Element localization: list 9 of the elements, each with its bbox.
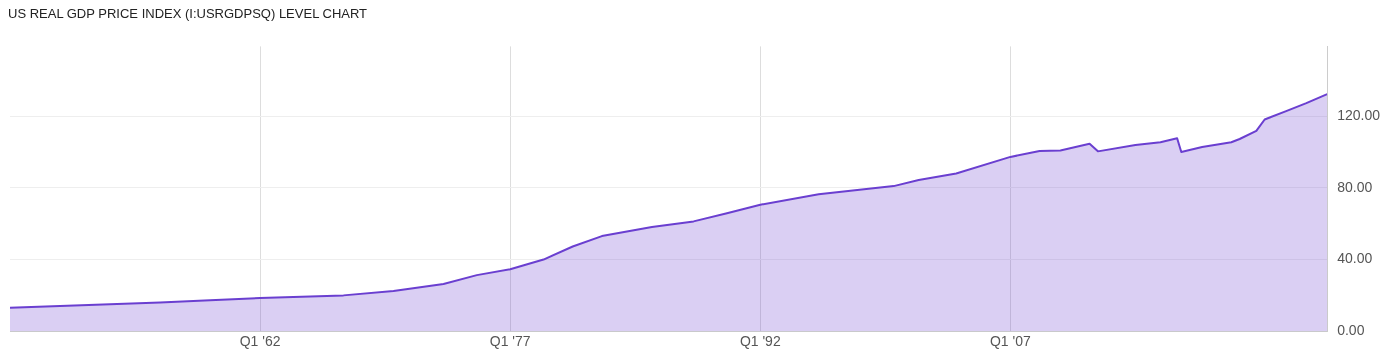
y-tick-label: 40.00 bbox=[1337, 250, 1373, 267]
chart-title: US REAL GDP PRICE INDEX (I:USRGDPSQ) LEVEL CHART bbox=[8, 6, 368, 21]
y-tick-label: 0.00 bbox=[1337, 322, 1365, 339]
y-tick-label: 80.00 bbox=[1337, 178, 1373, 195]
x-tick-label: Q1 '92 bbox=[739, 333, 781, 350]
x-tick-label: Q1 '77 bbox=[489, 333, 531, 350]
y-tick-label: 120.00 bbox=[1337, 107, 1381, 124]
x-tick-label: Q1 '07 bbox=[989, 333, 1032, 350]
x-tick-label: Q1 '62 bbox=[239, 333, 281, 350]
